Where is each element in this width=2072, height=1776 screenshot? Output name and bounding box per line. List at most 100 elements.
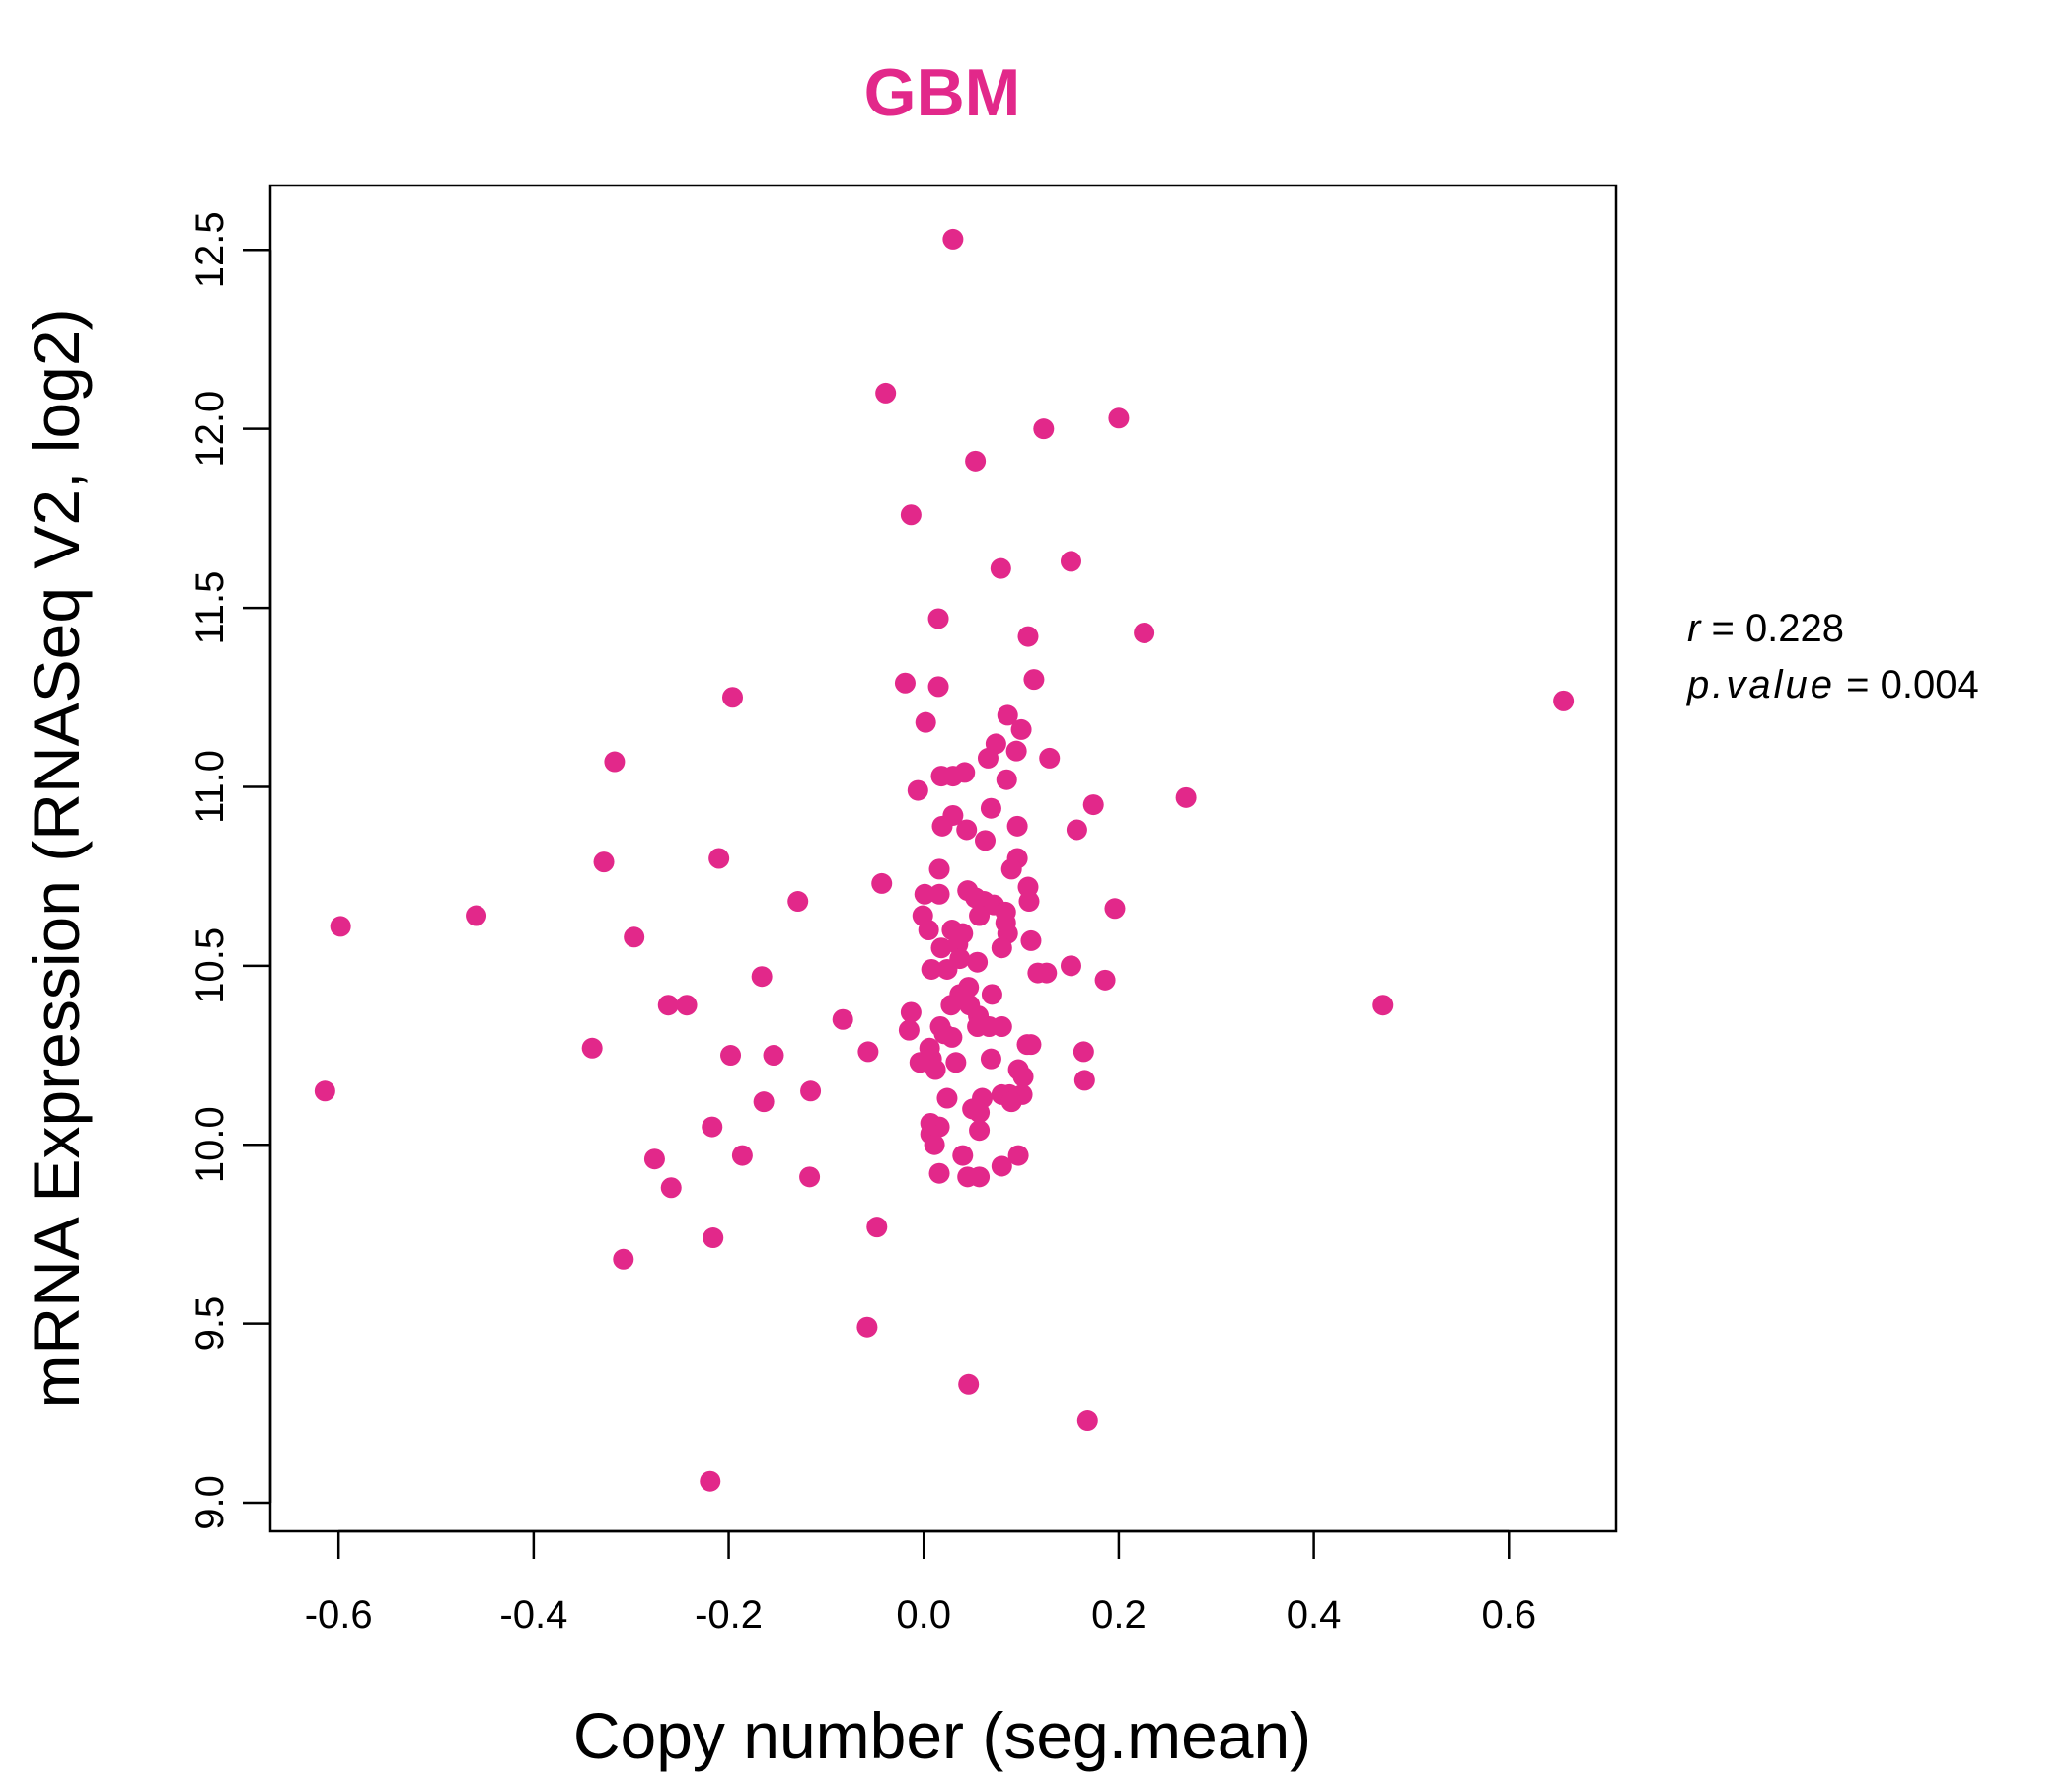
p-equals: = (1846, 663, 1880, 706)
data-point (915, 711, 936, 733)
data-point (900, 504, 922, 526)
data-point (660, 1177, 682, 1199)
data-point (898, 1019, 920, 1041)
y-tick-label: 9.5 (188, 1296, 232, 1352)
data-point (991, 1016, 1012, 1037)
data-point (952, 1145, 974, 1166)
data-point (1066, 819, 1087, 841)
data-point (940, 995, 962, 1016)
data-point (1033, 418, 1055, 440)
data-point (857, 1041, 879, 1063)
data-point (624, 926, 645, 948)
data-point (956, 819, 978, 841)
data-point (751, 966, 773, 988)
x-tick-label: 0.2 (1091, 1593, 1147, 1637)
data-point (894, 672, 916, 694)
data-point (930, 937, 952, 959)
data-point (593, 851, 615, 873)
data-point (1005, 740, 1027, 762)
data-point (799, 1166, 821, 1188)
data-point (1372, 995, 1394, 1016)
data-point (1020, 929, 1042, 951)
data-point (980, 797, 1001, 819)
data-point (871, 872, 893, 894)
data-point (967, 951, 989, 973)
data-point (969, 905, 991, 926)
data-point (722, 687, 744, 708)
data-point (800, 1080, 822, 1102)
data-point (708, 848, 730, 869)
data-point (1073, 1070, 1095, 1091)
x-tick-label: 0.6 (1481, 1593, 1536, 1637)
data-point (914, 883, 935, 905)
data-point (969, 1166, 991, 1188)
r-value: 0.228 (1745, 607, 1844, 650)
data-point (604, 751, 626, 773)
data-point (700, 1470, 721, 1492)
data-point (900, 1001, 922, 1023)
p-annotation: p.value = 0.004 (1686, 663, 1979, 706)
data-point (928, 883, 950, 905)
data-point (875, 382, 897, 404)
data-point (753, 1091, 775, 1113)
data-point (927, 676, 949, 698)
y-tick-label: 12.5 (188, 211, 232, 288)
data-point (942, 228, 964, 250)
data-point (1076, 1410, 1098, 1432)
data-point (991, 937, 1012, 959)
data-point (1175, 786, 1197, 808)
data-point (832, 1008, 853, 1030)
data-point (1007, 1145, 1029, 1166)
data-point (702, 1116, 723, 1138)
x-axis-label: Copy number (seg.mean) (573, 1699, 1311, 1772)
data-point (1023, 669, 1045, 691)
data-point (866, 1217, 888, 1238)
data-point (1020, 1034, 1042, 1056)
x-axis: -0.6 -0.4 -0.2 0.0 0.2 0.4 0.6 (305, 1529, 1536, 1637)
y-tick-label: 11.0 (188, 750, 232, 824)
data-point (731, 1145, 753, 1166)
data-point (581, 1037, 603, 1059)
data-point (314, 1080, 335, 1102)
data-point (928, 858, 950, 880)
data-point (1553, 690, 1575, 711)
data-point (990, 557, 1011, 579)
data-point (958, 1373, 980, 1395)
data-point (1104, 898, 1126, 920)
y-tick-label: 10.5 (188, 927, 232, 1004)
x-tick-label: -0.4 (499, 1593, 567, 1637)
data-point (1036, 962, 1058, 984)
data-point (330, 916, 351, 937)
y-tick-label: 10.0 (188, 1106, 232, 1183)
chart-title: GBM (864, 55, 1021, 130)
data-point (1010, 718, 1032, 740)
x-tick-label: -0.2 (695, 1593, 763, 1637)
data-point (907, 779, 928, 801)
data-point (941, 1026, 963, 1048)
data-point (763, 1045, 784, 1067)
data-point (925, 1059, 946, 1080)
data-point (969, 1120, 991, 1142)
r-equals: = (1711, 607, 1744, 650)
data-point (1000, 1091, 1022, 1113)
r-label: r (1687, 607, 1702, 650)
data-points (314, 228, 1575, 1492)
data-point (720, 1045, 742, 1067)
data-point (1108, 407, 1130, 429)
data-point (856, 1316, 878, 1338)
data-point (1039, 747, 1061, 769)
data-point (466, 905, 487, 926)
data-point (945, 1052, 967, 1073)
data-point (965, 450, 987, 472)
data-point (969, 1102, 991, 1124)
data-point (657, 995, 679, 1016)
data-point (643, 1148, 665, 1170)
data-point (1073, 1041, 1094, 1063)
stats-annotation: r = 0.228 p.value = 0.004 (1686, 607, 1979, 706)
p-label: p.value (1686, 663, 1835, 706)
data-point (1006, 815, 1028, 837)
x-tick-label: 0.0 (896, 1593, 951, 1637)
data-point (1082, 794, 1104, 816)
data-point (1060, 955, 1081, 977)
